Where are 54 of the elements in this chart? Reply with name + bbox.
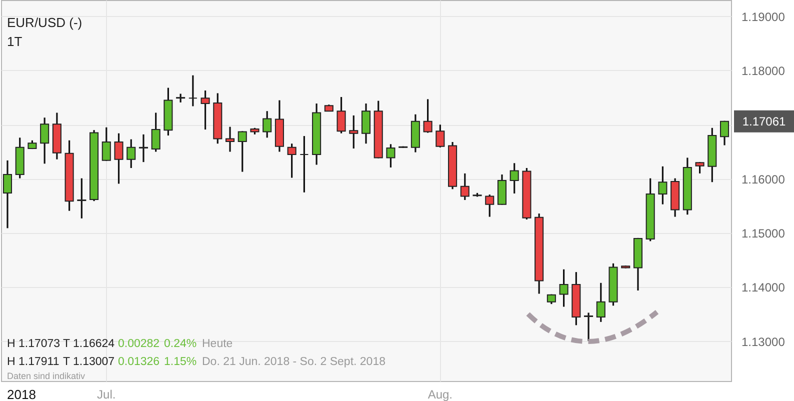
x-tick-label: Jul. [97,388,116,401]
text: 1.17061 [742,114,786,128]
annotation: Do. 21 Jun. 2018 - So. 2 Sept. 2018 [202,356,386,368]
candlestick [386,143,396,168]
candlestick [77,178,86,220]
candlestick [114,132,124,185]
annotation: 1.15% [164,356,197,368]
candlestick [361,102,371,144]
candlestick [225,126,235,153]
candlestick [151,112,160,153]
candlestick [596,282,606,323]
candlestick [40,116,50,164]
candlestick [510,162,519,194]
annotation: 0.24% [164,338,197,350]
candlestick [720,120,730,146]
y-tick-label: 1.14000 [742,280,786,295]
candlestick [584,312,594,342]
annotation: T 1.16624 [63,338,116,350]
annotation: 0.01326 [118,356,160,368]
candlestick [695,161,704,174]
candlestick [2,160,12,229]
candlestick [126,138,136,169]
y-tick-label: 1.18000 [742,64,786,78]
annotation: Heute [202,338,233,350]
candlestick [423,98,432,134]
candlestick [460,172,470,201]
candlestick [559,268,568,308]
annotation: 0.00282 [118,338,160,350]
y-tick-label: 1.15000 [742,226,786,241]
candlestick [349,114,358,150]
annotation: H 1.17073 [7,338,60,350]
candlestick [238,130,247,173]
candlestick [188,74,198,108]
candlestick [336,96,346,134]
candlestick [262,110,272,138]
candlestick [497,174,507,206]
text: 1T [7,34,22,49]
candlestick [436,124,445,148]
annotation: H 1.17911 [7,356,60,368]
candlestick [287,142,296,179]
annotation: Daten sind indikativ [7,371,86,381]
candlestick [102,126,111,162]
y-tick-label: 1.16000 [742,172,786,186]
y-tick-label: 1.19000 [742,10,786,24]
candlestick [200,90,210,130]
text: EUR/USD (-) [7,15,82,30]
candlestick [300,135,309,194]
candlestick [138,134,148,163]
annotation: T 1.13007 [63,356,115,368]
x-tick-label: Aug. [428,388,453,401]
text: 2018 [7,387,36,401]
y-tick-label: 1.13000 [742,334,786,349]
candlestick [658,166,668,206]
candlestick [485,194,494,218]
